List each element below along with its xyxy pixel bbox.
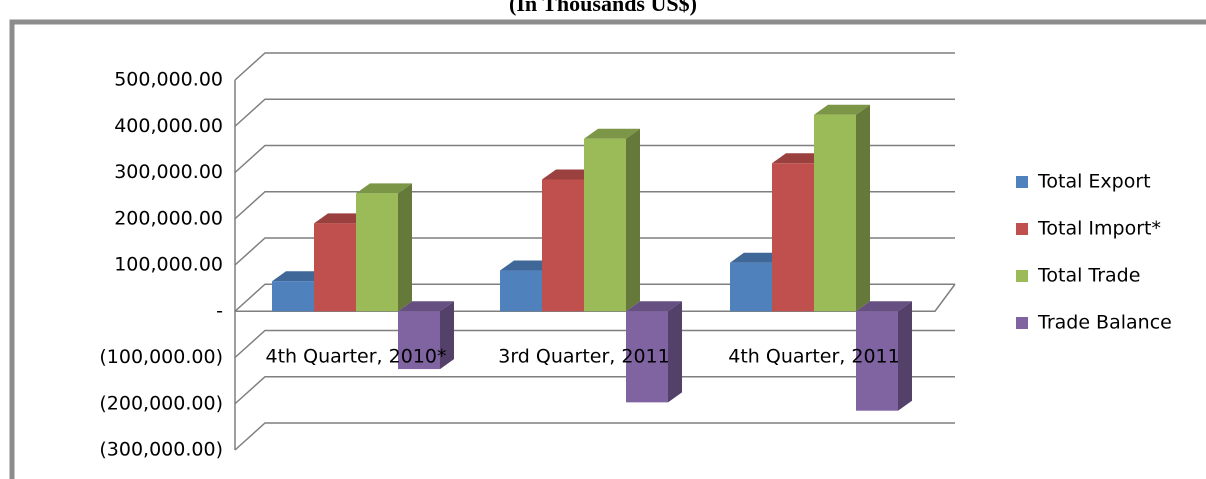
legend-label: Trade Balance [1037,312,1172,334]
bar [626,311,668,403]
y-tick-label: (300,000.00) [99,439,223,461]
bar [356,193,398,312]
grid-line [234,376,955,405]
bar-top [856,301,912,312]
x-tick-label: 4th Quarter, 2011 [728,346,899,368]
bar-top [814,104,870,115]
grid-line [234,283,955,312]
bar-side [898,301,912,411]
bar-top [398,301,454,312]
grid-line [234,329,955,359]
bar [730,262,772,312]
bar-side [626,128,640,312]
y-tick-label: 100,000.00 [114,254,223,276]
y-tick-label: 500,000.00 [114,69,223,91]
bar [500,270,542,312]
y-tick-label: (200,000.00) [99,392,223,414]
grid-line [234,98,955,127]
x-tick-label: 4th Quarter, 2010* [266,346,447,368]
bar-side [440,301,454,370]
grid-line [234,237,955,266]
bar-side [856,104,870,312]
bar-top [626,301,682,312]
bar-side [668,301,682,403]
legend-swatch [1016,223,1028,235]
legend-label: Total Trade [1037,265,1140,287]
legend-label: Total Import* [1037,218,1161,240]
x-tick-label: 3rd Quarter, 2011 [498,346,670,368]
bar [814,114,856,312]
legend-swatch [1016,270,1028,282]
bar [584,138,626,312]
bar-top [584,128,640,139]
legend-swatch [1016,176,1028,188]
bar [398,311,440,370]
bar [314,223,356,312]
bar [542,179,584,312]
legend-label: Total Export [1037,171,1151,193]
y-tick-label: 300,000.00 [114,161,223,183]
bar [856,311,898,411]
grid-line [234,52,955,81]
y-tick-label: - [216,300,223,322]
bar [272,281,314,312]
y-tick-label: 400,000.00 [114,115,223,137]
bar [772,163,814,312]
grid-line [234,191,955,220]
zero-plane [235,283,956,312]
grid-line [234,422,955,451]
grid-line [234,144,955,174]
bar-side [398,183,412,312]
bar-top [356,183,412,194]
y-tick-label: (100,000.00) [99,346,223,368]
y-tick-label: 200,000.00 [114,207,223,229]
chart-title: (In Thousands US$) [509,0,697,16]
legend-swatch [1016,317,1028,329]
chart-frame [9,19,1206,479]
